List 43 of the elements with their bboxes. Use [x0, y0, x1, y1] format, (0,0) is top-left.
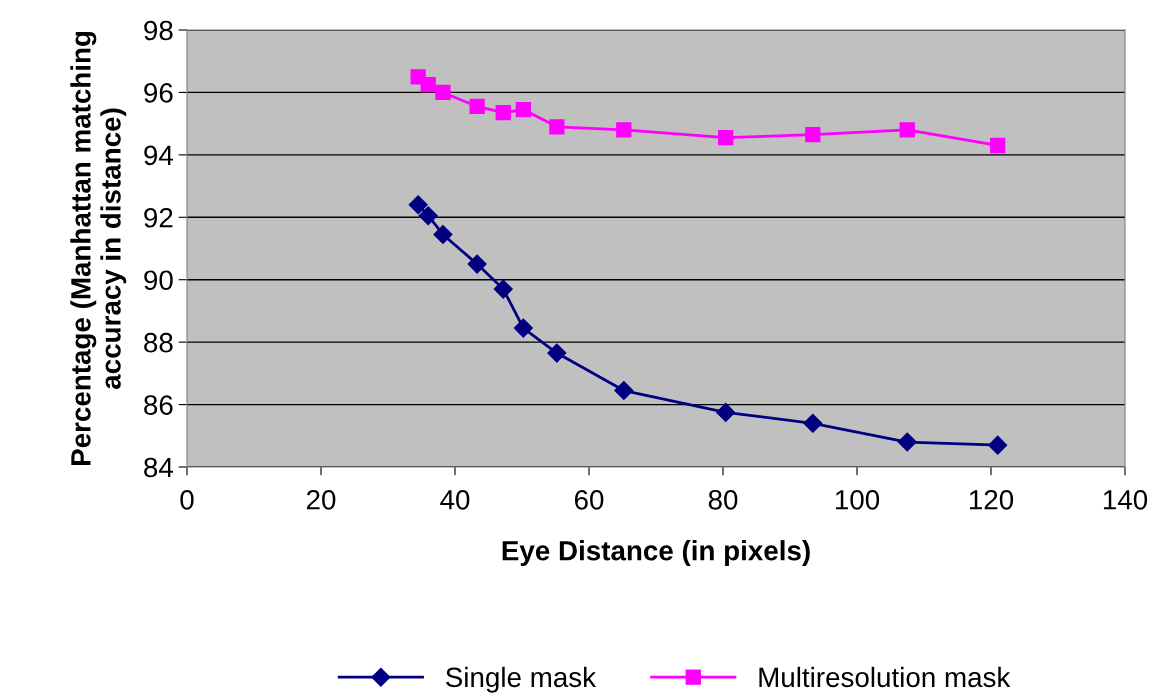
y-tick-label: 98	[144, 20, 173, 41]
point	[988, 435, 1008, 455]
legend-label: Single mask	[446, 666, 597, 693]
point	[897, 432, 917, 452]
point	[408, 195, 428, 215]
y-axis-title: Percentage (Manhattan matching accuracy in distance)	[70, 31, 127, 466]
y-tick-label: 84	[144, 457, 173, 478]
x-tick-label: 100	[835, 489, 880, 510]
x-tick-label: 0	[180, 489, 194, 510]
y-tick-label: 96	[144, 83, 173, 103]
y-tick-label: 90	[144, 270, 173, 291]
point	[549, 119, 565, 135]
point	[418, 206, 438, 226]
point	[433, 224, 453, 244]
point	[803, 413, 823, 433]
x-tick-label: 60	[574, 489, 604, 510]
point	[899, 122, 915, 138]
point	[469, 98, 485, 115]
x-tick-label: 80	[708, 489, 738, 510]
legend-label: Multiresolution mask	[759, 666, 1011, 688]
point	[467, 254, 487, 274]
y-tick-label: 88	[144, 332, 173, 353]
point	[420, 76, 436, 93]
point	[614, 380, 634, 401]
x-tick-label: 20	[306, 489, 336, 510]
point	[547, 343, 567, 363]
point	[716, 402, 736, 422]
x-tick-label: 120	[969, 489, 1014, 510]
x-axis-title: Eye Distance (in pixels)	[502, 540, 810, 567]
x-tick-label: 40	[440, 489, 470, 510]
y-tick-label: 86	[144, 395, 173, 415]
point	[493, 279, 513, 299]
point	[495, 105, 511, 121]
point	[805, 126, 821, 143]
point	[513, 318, 533, 338]
point	[616, 122, 632, 138]
point	[515, 101, 531, 118]
point	[990, 137, 1006, 154]
point	[435, 84, 451, 101]
point	[718, 130, 734, 146]
y-tick-label: 94	[144, 145, 173, 166]
y-tick-label: 92	[144, 207, 173, 228]
x-tick-label: 140	[1103, 489, 1148, 510]
